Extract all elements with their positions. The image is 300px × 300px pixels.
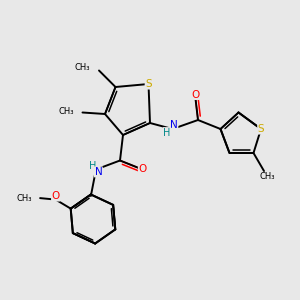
Text: H: H (89, 160, 97, 171)
Text: N: N (170, 120, 178, 130)
Text: O: O (52, 191, 60, 201)
Text: H: H (164, 128, 171, 138)
Text: O: O (138, 164, 147, 175)
Text: O: O (191, 89, 199, 100)
Text: CH₃: CH₃ (259, 172, 275, 181)
Text: CH₃: CH₃ (16, 194, 32, 202)
Text: CH₃: CH₃ (74, 63, 90, 72)
Text: N: N (94, 167, 102, 177)
Text: S: S (145, 79, 152, 89)
Text: CH₃: CH₃ (58, 106, 74, 116)
Text: S: S (258, 124, 264, 134)
